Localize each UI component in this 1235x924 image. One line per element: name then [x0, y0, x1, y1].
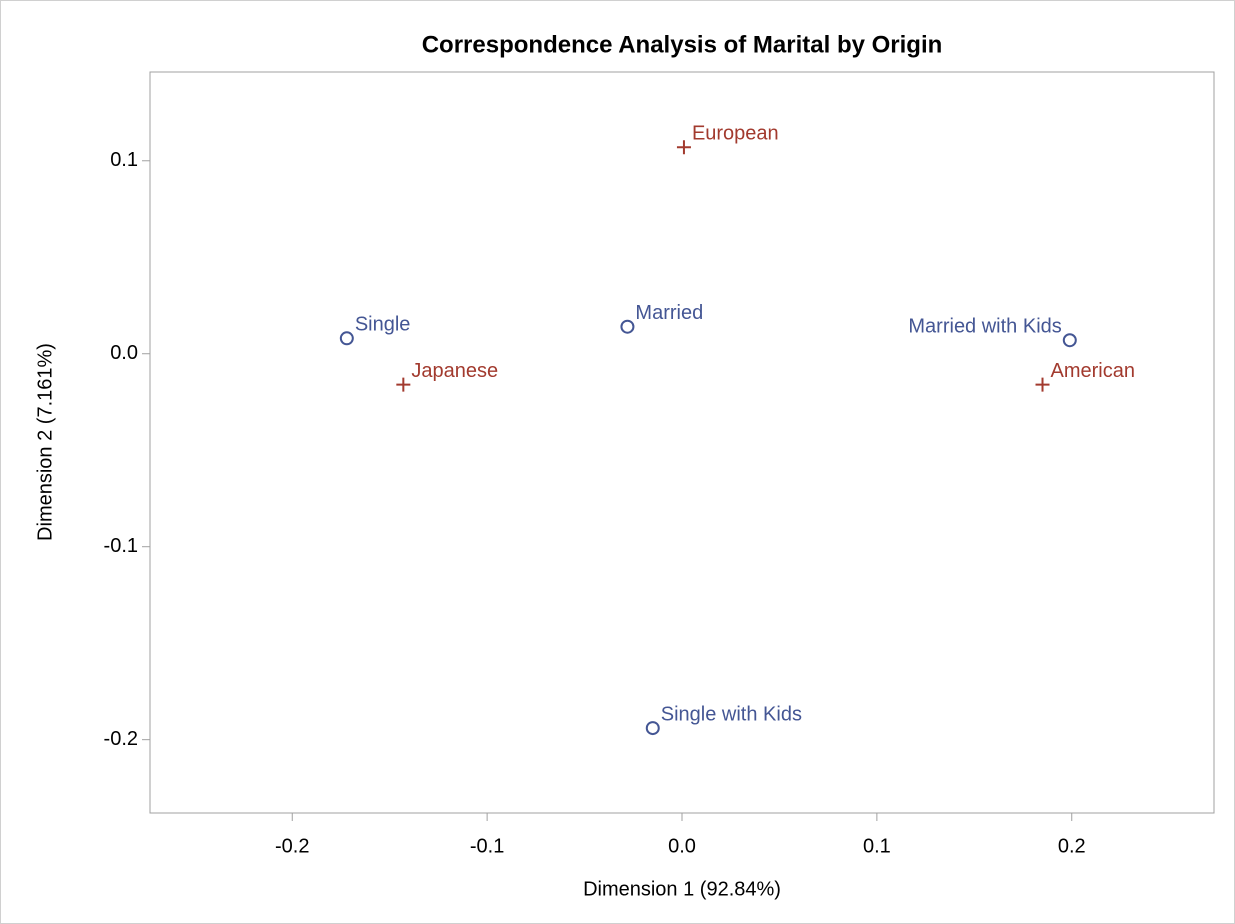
point — [645, 721, 660, 736]
chart-title: Correspondence Analysis of Marital by Or… — [422, 31, 943, 58]
point-label: European — [692, 123, 779, 145]
point-label: American — [1051, 360, 1135, 382]
point-label: Single with Kids — [661, 703, 802, 725]
point-label: Single — [355, 314, 411, 336]
x-tick-label: 0.1 — [863, 835, 891, 857]
y-tick-label: -0.2 — [104, 728, 138, 750]
x-tick-label: -0.2 — [275, 835, 309, 857]
x-tick-label: 0.2 — [1058, 835, 1086, 857]
point — [396, 377, 411, 392]
point — [339, 331, 354, 346]
point — [1062, 333, 1077, 348]
point-label: Married — [635, 302, 703, 324]
y-tick-label: 0.0 — [110, 342, 138, 364]
point-label: Married with Kids — [908, 316, 1061, 338]
y-tick-label: 0.1 — [110, 149, 138, 171]
point — [620, 319, 635, 334]
y-axis-label: Dimension 2 (7.161%) — [34, 343, 56, 541]
point-label: Japanese — [411, 360, 498, 382]
point — [676, 140, 691, 155]
y-tick-label: -0.1 — [104, 535, 138, 557]
x-tick-label: 0.0 — [668, 835, 696, 857]
point — [1035, 377, 1050, 392]
x-axis-label: Dimension 1 (92.84%) — [583, 878, 781, 900]
x-tick-label: -0.1 — [470, 835, 504, 857]
